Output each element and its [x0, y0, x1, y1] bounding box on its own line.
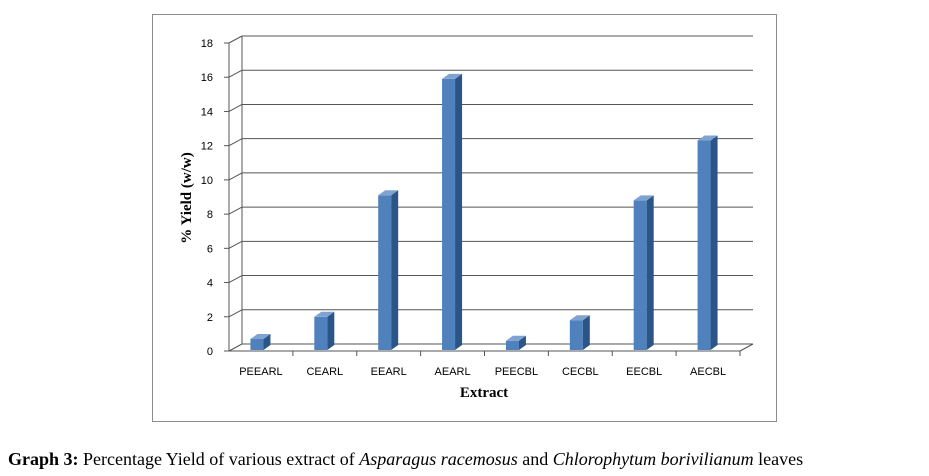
- tick-labels: 0 2 4 6 8 10 12 14 16 18 PEEARL CEARL EEARL AEARL PEEC…: [201, 38, 726, 378]
- y-axis-title: % Yield (w/w): [179, 152, 195, 243]
- caption-text-1: Percentage Yield of various extract of: [78, 449, 360, 469]
- x-tick-label: CEARL: [306, 366, 343, 378]
- bar-cearl: [314, 311, 335, 350]
- x-tick-label: PEEARL: [239, 366, 282, 378]
- bar-cecbl: [569, 315, 590, 350]
- caption-text-2: and: [517, 449, 553, 469]
- bar-top: [378, 190, 399, 196]
- bar-front: [442, 78, 456, 350]
- bar-front: [633, 200, 647, 350]
- y-tick-label: 8: [207, 209, 213, 221]
- bar-front: [250, 339, 264, 350]
- bar-front: [378, 195, 392, 350]
- x-tick-label: AEARL: [435, 366, 471, 378]
- gridline-side: [228, 240, 243, 249]
- bar-side: [455, 73, 463, 350]
- bar-eearl: [378, 190, 399, 350]
- bar-top: [442, 73, 463, 79]
- bar-side: [582, 315, 590, 350]
- y-tick-label: 4: [207, 278, 213, 290]
- bar-side: [518, 335, 526, 350]
- gridline-side: [228, 343, 243, 352]
- gridline-side: [228, 35, 243, 44]
- y-tick-label: 18: [201, 38, 213, 50]
- bar-top: [314, 311, 335, 317]
- x-tick-label: PEECBL: [495, 366, 538, 378]
- bar-top: [250, 334, 271, 340]
- y-tick-label: 12: [201, 141, 213, 153]
- floor-edge: [739, 343, 754, 352]
- caption-species-1: Asparagus racemosus: [359, 449, 518, 469]
- gridline-side: [228, 275, 243, 283]
- y-tick-label: 16: [201, 72, 213, 84]
- bar-side: [646, 195, 654, 350]
- x-tick-label: EECBL: [626, 366, 662, 378]
- bar-aearl: [442, 73, 463, 350]
- figure-caption: Graph 3: Percentage Yield of various ext…: [8, 449, 929, 470]
- bars: [250, 73, 718, 350]
- y-tick-label: 2: [207, 312, 213, 324]
- caption-species-2: Chlorophytum borivilianum: [552, 449, 754, 469]
- bar-front: [697, 140, 711, 350]
- bar-front: [569, 320, 583, 350]
- gridline-side: [228, 172, 243, 181]
- bar-eecbl: [633, 195, 654, 350]
- x-axis-title: Extract: [460, 385, 508, 401]
- bar-front: [314, 316, 328, 350]
- chart-frame: [152, 14, 777, 422]
- axes: [224, 36, 754, 356]
- bar-front: [505, 340, 519, 350]
- gridline-side: [228, 206, 243, 215]
- bar-side: [327, 311, 335, 350]
- y-tick-label: 10: [201, 175, 213, 187]
- gridlines: [228, 35, 753, 352]
- bar-peecbl: [505, 335, 526, 350]
- caption-text-3: leaves: [753, 449, 804, 469]
- gridline-side: [228, 138, 243, 147]
- y-tick-label: 14: [201, 106, 213, 118]
- caption-label: Graph 3:: [8, 449, 79, 469]
- x-tick-label: CECBL: [562, 366, 599, 378]
- bar-top: [633, 195, 654, 201]
- bar-side: [710, 135, 718, 350]
- bar-top: [569, 315, 590, 321]
- bar-side: [263, 334, 271, 350]
- bar-side: [391, 190, 399, 350]
- bar-peearl: [250, 334, 271, 350]
- bar-aecbl: [697, 135, 718, 350]
- gridline-side: [228, 309, 243, 318]
- x-tick-label: EEARL: [371, 366, 407, 378]
- x-tick-label: AECBL: [690, 366, 726, 378]
- gridline-side: [228, 69, 243, 78]
- y-tick-label: 6: [207, 243, 213, 255]
- bar-top: [697, 135, 718, 141]
- gridline-side: [228, 104, 243, 112]
- bar-top: [505, 335, 526, 341]
- y-tick-label: 0: [207, 346, 213, 358]
